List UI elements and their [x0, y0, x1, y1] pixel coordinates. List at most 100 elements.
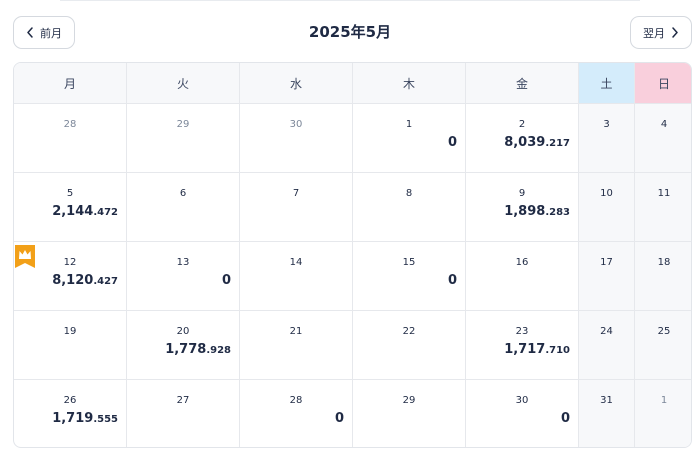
- day-number: 15: [402, 257, 416, 268]
- day-value-decimal: .928: [206, 345, 231, 356]
- day-number: 17: [600, 257, 613, 268]
- chevron-right-icon: [672, 27, 678, 38]
- prev-month-button[interactable]: 前月: [13, 16, 75, 49]
- calendar-day-cell[interactable]: 28 0: [240, 380, 353, 447]
- calendar-day-cell[interactable]: 15 0: [353, 242, 466, 311]
- chevron-left-icon: [27, 27, 33, 38]
- calendar-day-cell[interactable]: 31: [579, 380, 635, 447]
- weekday-header: 月: [14, 63, 127, 104]
- day-value-decimal: .427: [93, 276, 118, 287]
- day-number: 7: [292, 188, 300, 199]
- calendar-day-cell[interactable]: 18: [635, 242, 691, 311]
- day-value-integer: 0: [560, 411, 570, 426]
- day-number: 27: [176, 395, 190, 406]
- calendar-day-cell[interactable]: 5 2,144.472: [14, 173, 127, 242]
- calendar-day-cell[interactable]: 21: [240, 311, 353, 380]
- calendar-day-cell[interactable]: 25: [635, 311, 691, 380]
- calendar-day-cell[interactable]: 3: [579, 104, 635, 173]
- day-value-integer: 2,144: [52, 204, 94, 219]
- calendar-day-cell[interactable]: 11: [635, 173, 691, 242]
- day-number: 30: [289, 119, 303, 130]
- day-value-integer: 0: [334, 411, 344, 426]
- day-number: 31: [600, 395, 613, 406]
- day-number: 28: [63, 119, 77, 130]
- calendar-day-cell[interactable]: 9 1,898.283: [466, 173, 579, 242]
- calendar-grid: 月火水木金土日 28 29 30 1 0 2 8,039.217 3 4 5 2,144.472 6 7 8…: [13, 62, 692, 448]
- day-number: 1: [405, 119, 413, 130]
- day-number: 25: [657, 326, 671, 337]
- day-value: 0: [448, 135, 457, 150]
- calendar-day-cell[interactable]: 19: [14, 311, 127, 380]
- day-value-decimal: .217: [545, 138, 570, 149]
- day-value: 1,778.928: [165, 342, 231, 357]
- calendar-day-cell[interactable]: 13 0: [127, 242, 240, 311]
- calendar-day-cell[interactable]: 16: [466, 242, 579, 311]
- calendar-day-cell[interactable]: 1: [635, 380, 691, 447]
- calendar-day-cell[interactable]: 14: [240, 242, 353, 311]
- day-number: 30: [515, 395, 529, 406]
- day-number: 26: [63, 395, 77, 406]
- day-value-integer: 8,120: [52, 273, 94, 288]
- calendar-day-cell[interactable]: 6: [127, 173, 240, 242]
- day-value: 2,144.472: [52, 204, 118, 219]
- prev-month-label: 前月: [40, 26, 62, 40]
- calendar-day-cell[interactable]: 30: [240, 104, 353, 173]
- day-value-integer: 1,898: [504, 204, 546, 219]
- day-value: 0: [222, 273, 231, 288]
- calendar-day-cell[interactable]: 22: [353, 311, 466, 380]
- calendar-day-cell[interactable]: 4: [635, 104, 691, 173]
- weekday-header: 土: [579, 63, 635, 104]
- calendar-day-cell[interactable]: 10: [579, 173, 635, 242]
- day-value: 1,717.710: [504, 342, 570, 357]
- calendar-day-cell[interactable]: 29: [353, 380, 466, 447]
- day-number: 3: [603, 119, 610, 130]
- day-number: 16: [515, 257, 529, 268]
- calendar-day-cell[interactable]: 20 1,778.928: [127, 311, 240, 380]
- day-value-decimal: .710: [545, 345, 570, 356]
- day-value: 8,120.427: [52, 273, 118, 288]
- day-value: 0: [335, 411, 344, 426]
- day-value-integer: 1,778: [165, 342, 207, 357]
- calendar-day-cell[interactable]: 26 1,719.555: [14, 380, 127, 447]
- day-number: 5: [66, 188, 74, 199]
- calendar-day-cell[interactable]: 29: [127, 104, 240, 173]
- day-value: 1,719.555: [52, 411, 118, 426]
- day-number: 4: [660, 119, 668, 130]
- day-value-decimal: .555: [93, 414, 118, 425]
- day-number: 6: [179, 188, 187, 199]
- calendar-day-cell[interactable]: 24: [579, 311, 635, 380]
- top-divider: [60, 0, 640, 1]
- calendar-day-cell[interactable]: 7: [240, 173, 353, 242]
- day-value: 8,039.217: [504, 135, 570, 150]
- day-value-integer: 0: [221, 273, 231, 288]
- day-value: 1,898.283: [504, 204, 570, 219]
- calendar-day-cell[interactable]: 12 8,120.427: [14, 242, 127, 311]
- day-number: 13: [176, 257, 190, 268]
- calendar-day-cell[interactable]: 28: [14, 104, 127, 173]
- weekday-header: 水: [240, 63, 353, 104]
- day-number: 23: [515, 326, 529, 337]
- calendar-day-cell[interactable]: 23 1,717.710: [466, 311, 579, 380]
- calendar-day-cell[interactable]: 17: [579, 242, 635, 311]
- day-number: 29: [176, 119, 190, 130]
- day-number: 2: [518, 119, 526, 130]
- calendar-day-cell[interactable]: 8: [353, 173, 466, 242]
- day-number: 1: [660, 395, 668, 406]
- day-value: 0: [561, 411, 570, 426]
- calendar-day-cell[interactable]: 30 0: [466, 380, 579, 447]
- day-value-integer: 1,717: [504, 342, 546, 357]
- day-number: 8: [405, 188, 413, 199]
- day-number: 10: [600, 188, 613, 199]
- day-number: 9: [518, 188, 526, 199]
- calendar-day-cell[interactable]: 2 8,039.217: [466, 104, 579, 173]
- month-title: 2025年5月: [308, 23, 392, 41]
- weekday-header: 日: [635, 63, 691, 104]
- day-number: 29: [402, 395, 416, 406]
- calendar-day-cell[interactable]: 27: [127, 380, 240, 447]
- day-number: 18: [657, 257, 671, 268]
- day-number: 11: [657, 188, 671, 199]
- crown-icon: [15, 245, 35, 268]
- next-month-button[interactable]: 翌月: [630, 16, 692, 49]
- day-value-decimal: .472: [93, 207, 118, 218]
